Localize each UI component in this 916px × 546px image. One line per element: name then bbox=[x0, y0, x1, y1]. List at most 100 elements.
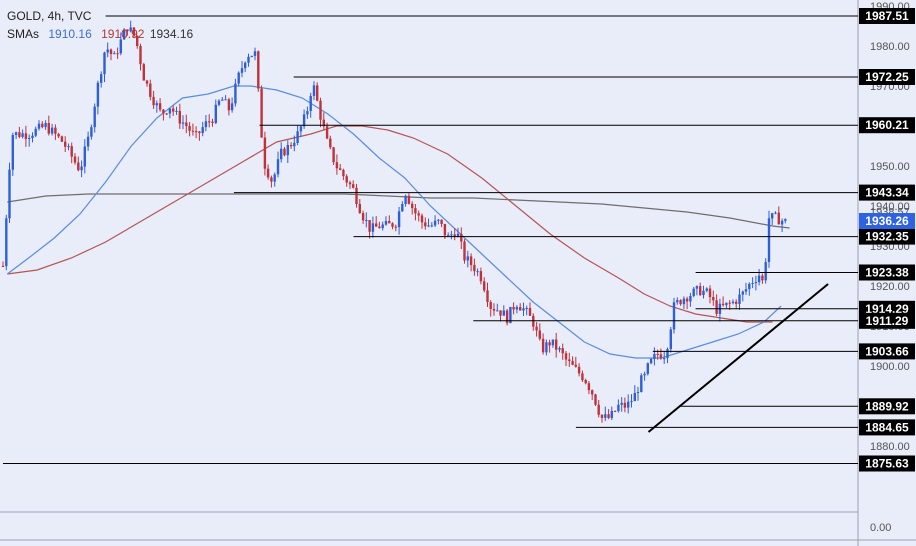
symbol-title: GOLD, 4h, TVC bbox=[7, 9, 92, 23]
candle-body bbox=[397, 211, 401, 228]
candle-body bbox=[181, 122, 185, 124]
current-price-tag bbox=[859, 213, 915, 229]
candle-body bbox=[440, 219, 443, 224]
candle-body bbox=[11, 135, 14, 170]
candle-body bbox=[96, 82, 100, 107]
candle-body bbox=[227, 99, 231, 111]
candle-body bbox=[558, 348, 561, 350]
price-level-label: 1875.63 bbox=[865, 457, 909, 471]
candle-body bbox=[368, 220, 371, 232]
candle-body bbox=[155, 103, 158, 106]
sma-legend: SMAs 1910.16 1910.92 1934.16 bbox=[7, 27, 193, 41]
candle-body bbox=[391, 223, 394, 227]
candle-body bbox=[535, 326, 538, 331]
price-level-label: 1889.92 bbox=[865, 399, 909, 413]
candle-body bbox=[682, 298, 686, 305]
price-level-label: 1914.29 bbox=[865, 302, 909, 316]
candle-body bbox=[571, 361, 574, 365]
price-level-tag bbox=[859, 343, 915, 360]
candle-body bbox=[620, 402, 623, 405]
candle-body bbox=[194, 131, 198, 133]
candle-body bbox=[273, 174, 276, 182]
candle-body bbox=[14, 132, 18, 135]
candle-body bbox=[689, 296, 692, 302]
candle-body bbox=[473, 264, 476, 272]
candle-body bbox=[551, 339, 555, 346]
candle-body bbox=[469, 256, 473, 265]
candle-body bbox=[185, 122, 188, 126]
candle-body bbox=[528, 308, 532, 316]
candle-body bbox=[388, 221, 391, 224]
candle-body bbox=[257, 51, 260, 89]
candle-body bbox=[751, 283, 754, 284]
candle-body bbox=[636, 392, 640, 393]
price-level-label: 1911.29 bbox=[866, 314, 909, 328]
candle-body bbox=[122, 29, 126, 40]
candle-body bbox=[731, 301, 735, 304]
candle-body bbox=[453, 234, 456, 237]
candle-body bbox=[735, 301, 738, 304]
candle-body bbox=[306, 111, 309, 115]
candle-body bbox=[607, 414, 610, 418]
candle-body bbox=[145, 80, 149, 84]
candle-body bbox=[548, 342, 551, 346]
candle-body bbox=[132, 27, 136, 36]
candle-body bbox=[577, 366, 581, 374]
candle-body bbox=[538, 330, 541, 339]
candle-body bbox=[499, 310, 502, 316]
candle-body bbox=[679, 300, 682, 305]
candle-body bbox=[630, 401, 633, 403]
candle-body bbox=[643, 373, 646, 376]
candle-body bbox=[659, 354, 663, 359]
candle-body bbox=[460, 233, 463, 242]
candle-body bbox=[371, 223, 375, 232]
candle-body bbox=[771, 213, 774, 219]
candle-body bbox=[685, 298, 689, 302]
candle-body bbox=[427, 225, 430, 227]
candle-body bbox=[476, 271, 479, 273]
candle-body bbox=[270, 177, 273, 182]
price-level-tag bbox=[859, 455, 915, 472]
candle-body bbox=[172, 108, 175, 112]
candle-body bbox=[591, 390, 594, 395]
candle-body bbox=[237, 72, 240, 84]
candle-body bbox=[106, 49, 109, 53]
candle-body bbox=[401, 204, 404, 212]
price-level-label: 1923.38 bbox=[865, 266, 909, 280]
candle-body bbox=[581, 373, 584, 381]
candle-body bbox=[129, 27, 132, 32]
candle-body bbox=[221, 99, 224, 101]
candle-body bbox=[492, 309, 496, 311]
candle-body bbox=[244, 62, 247, 69]
candle-body bbox=[276, 159, 280, 175]
candle-body bbox=[260, 88, 263, 138]
candle-body bbox=[266, 168, 270, 178]
candle-body bbox=[450, 234, 453, 236]
price-level-tag bbox=[859, 264, 915, 281]
price-level-label: 1932.35 bbox=[865, 230, 909, 244]
candle-body bbox=[699, 286, 702, 296]
candle-body bbox=[208, 121, 211, 123]
candle-body bbox=[617, 404, 620, 412]
candle-body bbox=[627, 401, 630, 408]
price-level-tag bbox=[859, 228, 915, 245]
candle-body bbox=[712, 297, 715, 301]
candle-body bbox=[443, 223, 447, 236]
price-level-label: 1987.51 bbox=[865, 9, 909, 23]
candle-body bbox=[555, 339, 558, 350]
y-tick-label: 1920.00 bbox=[870, 281, 910, 293]
candle-body bbox=[564, 353, 568, 360]
y-tick-label: 1880.00 bbox=[870, 441, 910, 453]
candle-body bbox=[64, 141, 67, 147]
candle-body bbox=[100, 74, 103, 83]
sma-red-line bbox=[7, 125, 773, 323]
candle-body bbox=[296, 131, 299, 143]
candle-body bbox=[149, 83, 152, 97]
candle-body bbox=[113, 53, 116, 55]
candle-body bbox=[568, 359, 571, 362]
y-tick-label: 1950.00 bbox=[870, 161, 910, 173]
candle-body bbox=[505, 310, 509, 324]
trendline[interactable] bbox=[647, 283, 829, 433]
candle-body bbox=[466, 256, 469, 261]
